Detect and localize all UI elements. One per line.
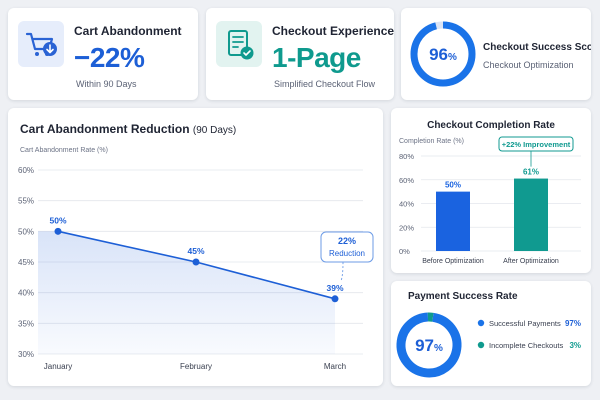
data-label: 39%	[326, 283, 343, 293]
legend-label: Successful Payments	[489, 319, 561, 328]
kpi-subtitle: Simplified Checkout Flow	[274, 79, 376, 89]
y-tick-label: 35%	[18, 319, 34, 328]
kpi-card-cart-abandonment: Cart Abandonment −22% Within 90 Days	[8, 8, 198, 100]
y-axis-title: Cart Abandonment Rate (%)	[20, 147, 108, 154]
chart-title: Checkout Completion Rate	[427, 120, 555, 131]
y-tick-label: 60%	[399, 176, 414, 185]
kpi-card-checkout-success: 96% Checkout Success Score Checkout Opti…	[401, 8, 591, 100]
y-tick-label: 80%	[399, 152, 414, 161]
bar-chart: 0% 20% 40% 60% 80% 50% Before Optimization 61% A…	[399, 136, 581, 265]
x-tick-label: February	[180, 362, 212, 371]
kpi-value: 1-Page	[272, 42, 361, 73]
bar	[514, 178, 548, 251]
y-tick-label: 20%	[399, 223, 414, 232]
chart-title: Payment Success Rate	[408, 291, 518, 302]
line-chart: 30% 35% 40% 45% 50% 55% 60% 50% January 45% Februa…	[18, 166, 374, 371]
data-label: 50%	[49, 215, 66, 225]
legend-value: 3%	[569, 341, 581, 350]
x-tick-label: January	[44, 362, 72, 371]
y-tick-label: 45%	[18, 258, 34, 267]
payment-success-chart-card: Payment Success Rate 97% Successful Payme…	[391, 281, 591, 386]
chart-title-main: Cart Abandonment Reduction	[20, 122, 190, 136]
kpi-title: Checkout Experience	[272, 24, 394, 38]
checkout-completion-chart-card: Checkout Completion Rate Completion Rate…	[391, 108, 591, 273]
y-tick-label: 50%	[18, 227, 34, 236]
x-tick-label: Before Optimization	[422, 258, 484, 265]
chart-title: Cart Abandonment Reduction (90 Days)	[20, 122, 236, 136]
x-tick-label: March	[324, 362, 346, 371]
legend-value: 97%	[565, 319, 581, 328]
improvement-badge	[498, 136, 574, 152]
data-label: 50%	[445, 181, 461, 190]
donut-center-value: 97%	[415, 336, 443, 355]
y-tick-label: 60%	[18, 166, 34, 175]
cart-abandonment-chart-card: Cart Abandonment Reduction (90 Days) Car…	[8, 108, 383, 386]
chart-title-suffix: (90 Days)	[192, 125, 237, 136]
x-tick-label: After Optimization	[503, 258, 559, 265]
improvement-text: +22% Improvement	[502, 140, 571, 149]
legend-swatch	[477, 319, 485, 327]
kpi-value: −22%	[74, 42, 145, 73]
legend-swatch	[477, 341, 485, 349]
annotation-box	[320, 231, 374, 263]
y-tick-label: 0%	[399, 247, 410, 256]
kpi-subtitle: Within 90 Days	[76, 79, 137, 89]
kpi-title: Checkout Success Score	[483, 42, 591, 53]
y-tick-label: 40%	[18, 289, 34, 298]
y-tick-label: 40%	[399, 200, 414, 209]
y-tick-label: 30%	[18, 350, 34, 359]
success-score-unit: %	[448, 52, 457, 63]
series-area	[38, 231, 335, 354]
success-score-ring: 96%	[410, 21, 476, 87]
data-point	[192, 258, 200, 266]
annotation-text: Reduction	[329, 249, 365, 258]
y-tick-label: 55%	[18, 197, 34, 206]
y-axis-title: Completion Rate (%)	[399, 138, 464, 145]
success-score-arc	[410, 21, 476, 87]
annotation-connector	[340, 261, 344, 281]
kpi-subtitle: Checkout Optimization	[483, 60, 574, 70]
success-score-value: 96	[429, 45, 448, 64]
data-point	[54, 227, 62, 235]
annotation-value: 22%	[338, 236, 356, 246]
kpi-title: Cart Abandonment	[74, 24, 182, 38]
donut-slice	[396, 312, 462, 378]
bar	[436, 191, 470, 251]
data-point	[331, 295, 339, 303]
data-label: 45%	[187, 246, 204, 256]
data-label: 61%	[523, 168, 539, 177]
svg-text:96%: 96%	[429, 45, 457, 64]
legend-label: Incomplete Checkouts	[489, 341, 563, 350]
kpi-card-checkout-experience: Checkout Experience 1-Page Simplified Ch…	[206, 8, 394, 100]
checklist-icon	[216, 21, 262, 67]
donut-chart: 97% Successful Payments 97% Incomplete Chec…	[396, 312, 581, 378]
cart-download-icon	[18, 21, 64, 67]
